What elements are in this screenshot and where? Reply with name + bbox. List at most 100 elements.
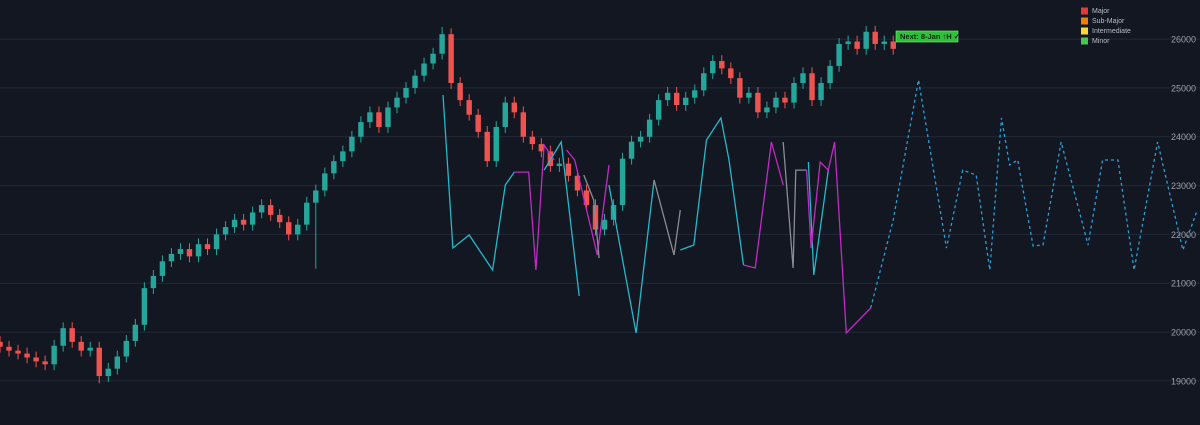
candle-body bbox=[222, 227, 229, 235]
candle-body bbox=[818, 83, 824, 101]
candle-body bbox=[556, 163, 563, 167]
candle-body bbox=[42, 361, 48, 365]
candle-body bbox=[728, 68, 734, 79]
candle-body bbox=[782, 97, 788, 103]
y-tick-label: 24000 bbox=[1171, 132, 1196, 142]
candle-body bbox=[367, 112, 373, 123]
next-label: Next: 8-Jan ↑H ✓ bbox=[895, 30, 960, 43]
wave-line bbox=[608, 179, 655, 334]
candle-body bbox=[466, 100, 472, 115]
candle-body bbox=[655, 100, 662, 120]
candle-body bbox=[150, 275, 157, 289]
candle-body bbox=[349, 136, 355, 152]
candle-body bbox=[231, 219, 238, 228]
candle-body bbox=[105, 368, 111, 377]
candle-body bbox=[601, 219, 608, 230]
candle-body bbox=[403, 87, 409, 98]
candle-body bbox=[195, 244, 202, 257]
candle-body bbox=[493, 126, 499, 162]
wave-line bbox=[583, 174, 600, 259]
candle-body bbox=[123, 340, 130, 357]
candle-body bbox=[746, 92, 752, 98]
candle-body bbox=[529, 136, 536, 145]
candle-body bbox=[412, 75, 418, 88]
legend-swatch bbox=[1081, 37, 1088, 45]
candle-body bbox=[737, 78, 743, 98]
candle-body bbox=[619, 158, 626, 206]
wave-line bbox=[543, 140, 580, 297]
candle-body bbox=[258, 205, 265, 213]
candle-body bbox=[51, 345, 57, 365]
legend-swatch bbox=[1081, 7, 1088, 15]
candle-body bbox=[664, 92, 671, 101]
legend-swatch bbox=[1081, 27, 1088, 35]
candle-body bbox=[286, 222, 292, 235]
candle-body bbox=[710, 61, 716, 74]
candle-body bbox=[177, 249, 184, 254]
candle-body bbox=[637, 136, 644, 142]
candle-body bbox=[186, 249, 193, 257]
candle-body bbox=[809, 73, 815, 101]
candle-body bbox=[800, 73, 806, 84]
next-label-box bbox=[895, 30, 959, 43]
candle-body bbox=[701, 73, 707, 91]
candle-body bbox=[448, 34, 454, 84]
wave-line bbox=[653, 179, 681, 256]
candle-body bbox=[304, 202, 310, 225]
candle-body bbox=[249, 212, 256, 225]
candle-body bbox=[96, 347, 102, 377]
candle-body bbox=[854, 41, 860, 49]
candle-body bbox=[845, 41, 851, 44]
candle-body bbox=[574, 175, 581, 191]
candle-body bbox=[394, 97, 400, 108]
candle-body bbox=[376, 112, 382, 127]
candle-body bbox=[204, 244, 211, 250]
candle-body bbox=[24, 353, 30, 358]
wave-line bbox=[680, 116, 745, 266]
wave-line bbox=[782, 141, 807, 269]
candle-body bbox=[565, 163, 572, 176]
legend-label: Sub-Major bbox=[1092, 18, 1125, 25]
candle-body bbox=[628, 141, 635, 159]
wave-line bbox=[743, 141, 784, 269]
candle-body bbox=[439, 34, 445, 54]
candle-body bbox=[276, 214, 283, 223]
candle-body bbox=[484, 131, 490, 162]
candle-body bbox=[683, 97, 689, 105]
candle-body bbox=[538, 144, 545, 152]
candle-body bbox=[773, 97, 779, 108]
candle-body bbox=[141, 288, 148, 325]
wave-line bbox=[514, 143, 555, 271]
candle-body bbox=[520, 112, 527, 137]
candle-body bbox=[15, 350, 21, 354]
legend-label: Minor bbox=[1092, 38, 1110, 45]
candle-body bbox=[836, 43, 842, 66]
candle-body bbox=[421, 63, 427, 76]
candle-body bbox=[385, 107, 391, 127]
candle-body bbox=[6, 346, 12, 351]
candle-body bbox=[33, 357, 39, 362]
candle-body bbox=[791, 83, 797, 103]
y-tick-label: 20000 bbox=[1171, 327, 1196, 337]
next-label-text: Next: 8-Jan ↑H ✓ bbox=[900, 32, 960, 41]
candle-body bbox=[872, 31, 878, 44]
legend-swatch bbox=[1081, 17, 1088, 25]
legend-label: Major bbox=[1092, 8, 1110, 15]
candle-body bbox=[0, 341, 3, 347]
y-tick-label: 26000 bbox=[1171, 34, 1196, 44]
y-tick-label: 19000 bbox=[1171, 376, 1196, 386]
candle-body bbox=[168, 253, 175, 262]
candle-body bbox=[87, 347, 93, 351]
wave-line bbox=[807, 161, 829, 276]
candle-body bbox=[719, 61, 725, 69]
candle-body bbox=[430, 53, 436, 64]
candle-body bbox=[863, 31, 869, 49]
candle-body bbox=[240, 219, 247, 225]
candle-body bbox=[213, 234, 220, 250]
candle-body bbox=[313, 190, 319, 203]
candle-body bbox=[331, 161, 337, 174]
candle-body bbox=[457, 83, 463, 101]
candle-body bbox=[132, 324, 139, 341]
candle-body bbox=[358, 122, 364, 137]
